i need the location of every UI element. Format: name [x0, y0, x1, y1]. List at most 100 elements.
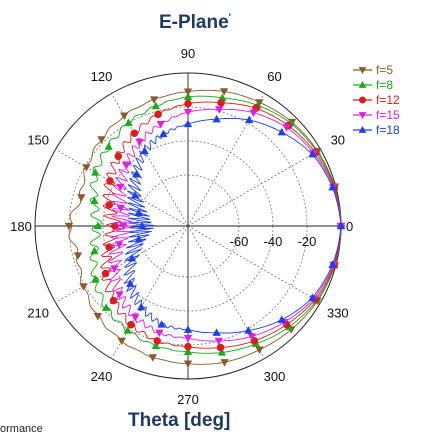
data-point [90, 196, 99, 205]
angle-tick-label: 120 [91, 69, 113, 84]
legend-label: f=15 [376, 108, 400, 122]
angle-tick-label: 150 [27, 133, 49, 148]
series-f=18 [122, 114, 346, 336]
data-point [119, 222, 128, 231]
data-point [132, 169, 141, 178]
data-point [245, 115, 254, 124]
series-f=8 [89, 92, 346, 356]
data-point [130, 191, 140, 199]
angle-spoke [187, 93, 265, 227]
angle-tick-label: 300 [264, 369, 286, 384]
data-point [114, 152, 123, 161]
data-point [183, 360, 193, 369]
data-point [159, 129, 168, 138]
data-point [249, 109, 258, 117]
data-point [247, 333, 256, 341]
data-point [212, 328, 221, 336]
data-point [79, 283, 88, 291]
data-point [328, 182, 337, 191]
data-point [102, 303, 111, 311]
data-point [148, 354, 157, 362]
angle-spoke [55, 225, 189, 303]
data-point [154, 110, 162, 119]
data-point [93, 313, 102, 321]
data-point [64, 222, 74, 231]
data-point [250, 337, 259, 345]
data-point [127, 253, 137, 262]
series-f=5 [64, 88, 346, 369]
data-point [220, 359, 229, 367]
data-point [110, 265, 119, 273]
data-point [157, 320, 166, 328]
data-point [90, 246, 99, 255]
cut-off-caption: ormance [0, 423, 43, 435]
data-point [122, 161, 131, 170]
x-axis-label: Theta [deg] [128, 410, 231, 431]
data-point [140, 146, 149, 155]
data-point [127, 320, 135, 329]
legend: f=5f=8f=12f=15f=18 [353, 63, 400, 137]
data-point [277, 315, 286, 323]
legend-entry: f=15 [353, 108, 400, 122]
data-point [217, 348, 227, 356]
data-point [77, 194, 86, 202]
data-point [244, 326, 253, 334]
angle-tick-label: 180 [10, 219, 32, 234]
series-f=12 [99, 99, 345, 352]
data-point [114, 241, 124, 249]
data-point [183, 325, 193, 333]
data-point [183, 108, 193, 117]
legend-entry: f=18 [353, 123, 400, 137]
data-point [359, 96, 366, 104]
radial-tick-label: -20 [298, 234, 317, 249]
data-point [82, 164, 91, 172]
data-point [277, 127, 286, 136]
data-point [134, 234, 143, 243]
legend-entry: f=8 [353, 78, 393, 92]
data-point [104, 142, 113, 150]
data-point [149, 96, 159, 104]
data-point [116, 183, 125, 192]
angle-tick-label: 330 [327, 306, 349, 321]
data-point [358, 67, 367, 75]
data-point [336, 221, 346, 230]
data-point [135, 138, 144, 147]
data-point [106, 177, 114, 185]
angle-tick-label: 90 [181, 46, 195, 61]
legend-label: f=8 [376, 78, 393, 92]
data-point [115, 291, 124, 299]
data-point [137, 221, 147, 230]
angle-spoke [111, 93, 189, 227]
data-point [215, 106, 224, 114]
radial-tick-label: -60 [230, 234, 249, 249]
angle-spoke [187, 225, 321, 303]
data-point [358, 125, 367, 133]
tick-labels: 0 30 60 90 120 150 180 210 240 270 300 330 -60 -40 -20 [10, 46, 353, 407]
data-point [212, 114, 221, 123]
data-point [151, 101, 161, 110]
angle-spoke [187, 225, 265, 359]
data-point [184, 99, 192, 108]
data-point [123, 326, 132, 334]
angle-tick-label: 0 [346, 219, 353, 234]
data-point [358, 80, 367, 88]
data-point [308, 149, 317, 158]
data-point [131, 314, 140, 322]
data-point [105, 201, 113, 209]
data-point [358, 112, 367, 120]
data-point [137, 302, 146, 311]
series-layer [64, 88, 346, 369]
data-point [219, 88, 229, 96]
angle-spoke [111, 225, 189, 359]
data-point [116, 204, 125, 213]
legend-label: f=18 [376, 123, 400, 137]
data-point [183, 92, 193, 100]
data-point [93, 221, 103, 230]
data-point [101, 269, 110, 278]
data-point [183, 335, 193, 343]
data-point [214, 337, 223, 346]
angle-tick-label: 30 [331, 133, 345, 148]
data-point [73, 252, 83, 260]
data-point [217, 99, 225, 107]
